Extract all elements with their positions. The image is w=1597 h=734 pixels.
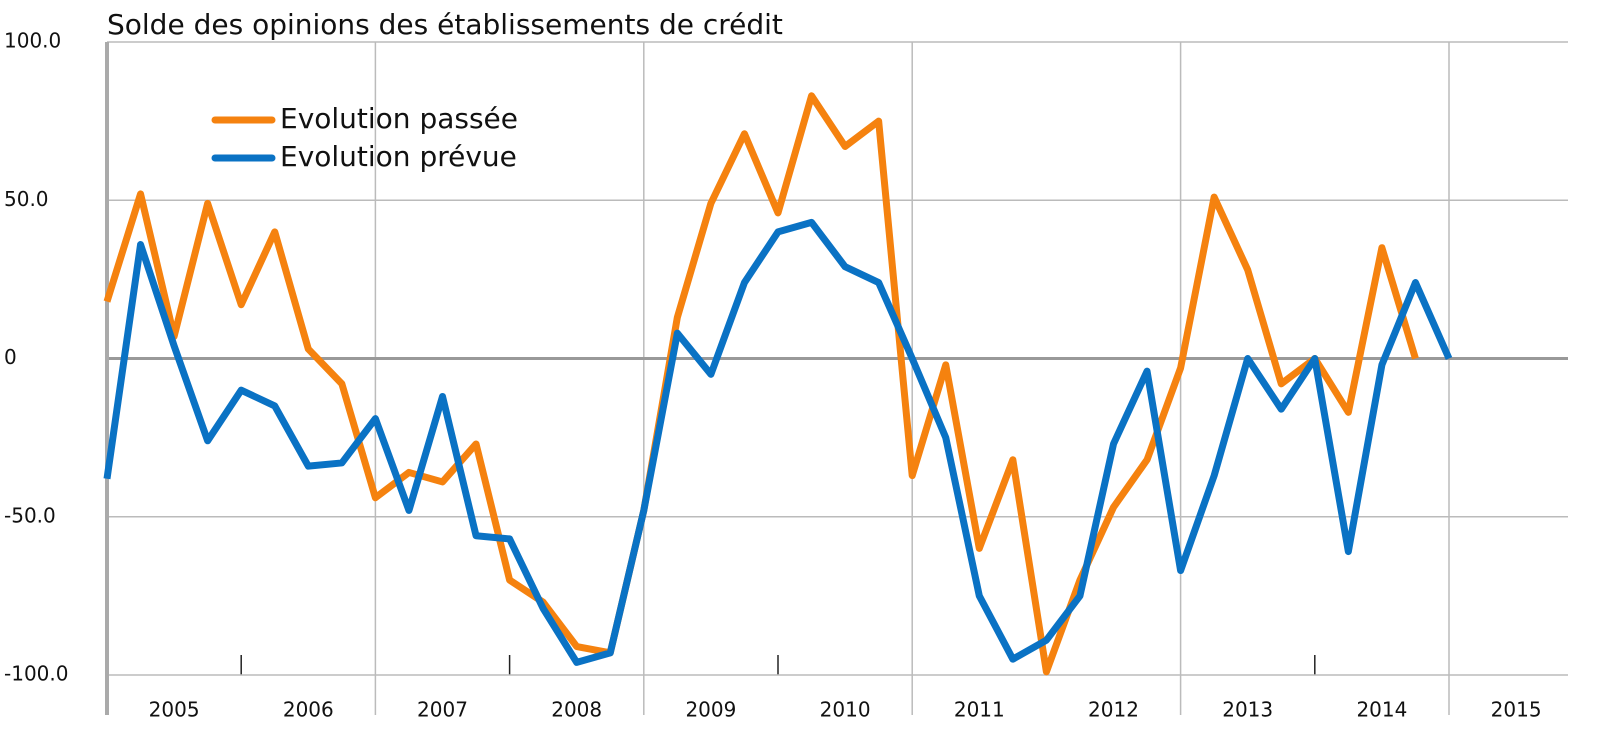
x-tick-label: 2011 [954, 698, 1005, 722]
legend-label: Evolution prévue [280, 140, 517, 173]
x-tick-label: 2005 [149, 698, 200, 722]
legend-label: Evolution passée [280, 102, 518, 135]
x-tick-label: 2008 [551, 698, 602, 722]
x-tick-label: 2009 [685, 698, 736, 722]
x-tick-label: 2006 [283, 698, 334, 722]
y-tick-label: 50.0 [4, 187, 49, 211]
x-tick-label: 2010 [820, 698, 871, 722]
x-tick-label: 2013 [1222, 698, 1273, 722]
x-tick-label: 2012 [1088, 698, 1139, 722]
x-tick-label: 2015 [1491, 698, 1542, 722]
series-line [103, 92, 1419, 676]
y-tick-label: 100.0 [4, 29, 61, 53]
y-tick-label: -50.0 [4, 503, 56, 527]
y-tick-label: -100.0 [4, 662, 68, 686]
chart-title: Solde des opinions des établissements de… [107, 8, 783, 41]
x-tick-label: 2007 [417, 698, 468, 722]
series-line [103, 218, 1453, 666]
y-tick-label: 0 [4, 345, 17, 369]
x-tick-label: 2014 [1356, 698, 1407, 722]
